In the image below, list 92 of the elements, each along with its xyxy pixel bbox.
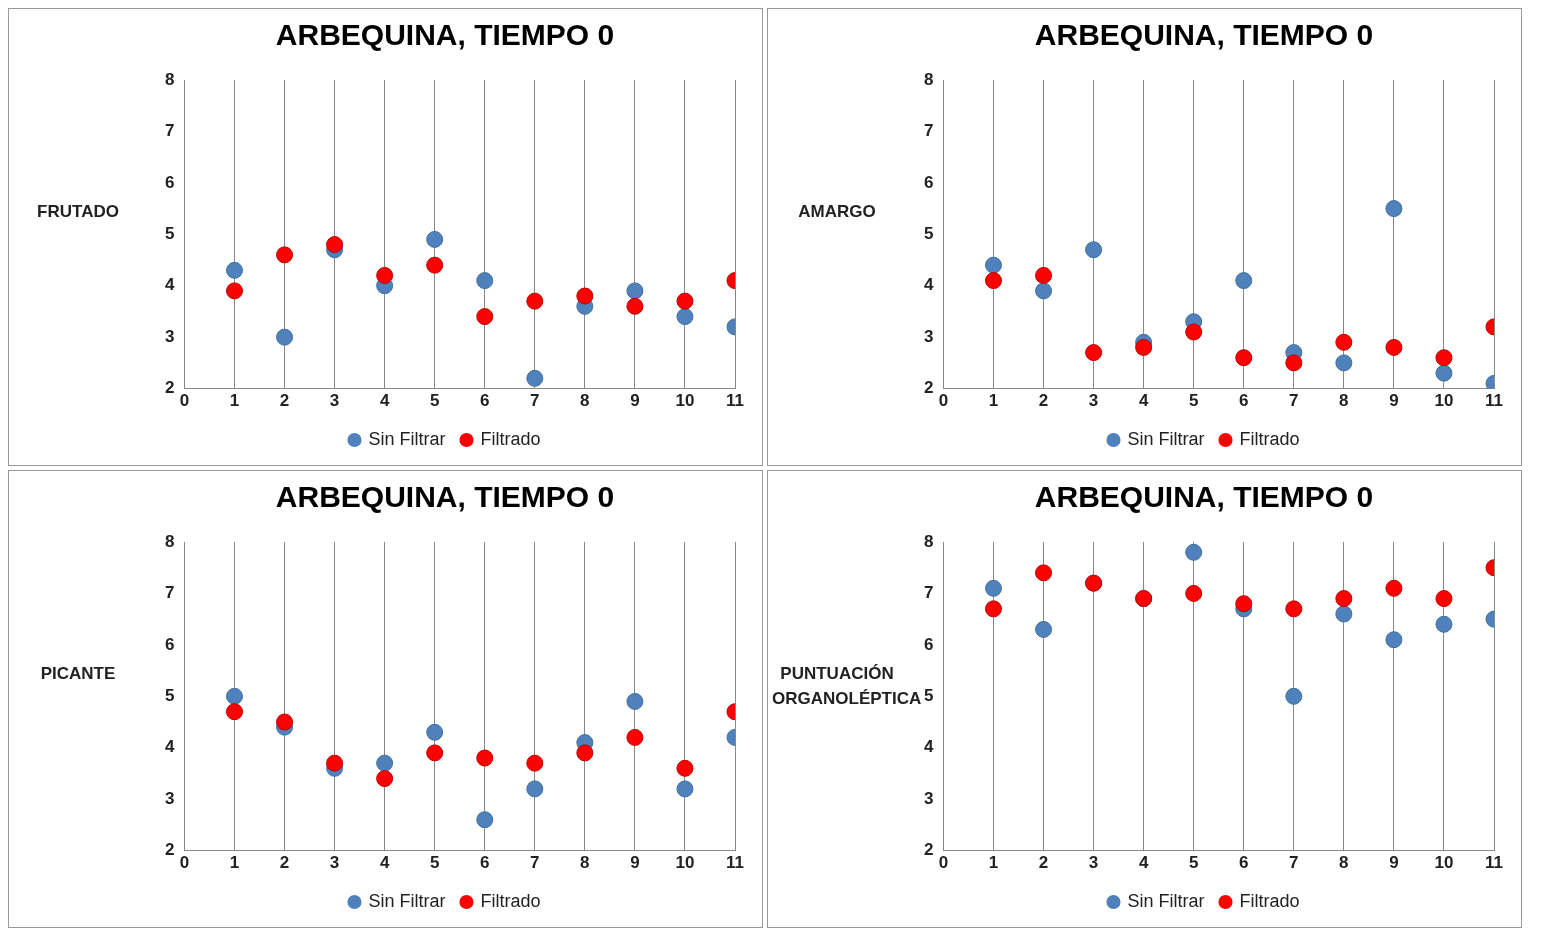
y-tick-label: 6 xyxy=(923,634,934,654)
x-tick-label: 3 xyxy=(329,391,340,411)
legend-label: Sin Filtrar xyxy=(368,890,446,911)
x-tick-label: 2 xyxy=(1038,853,1049,873)
x-tick-label: 0 xyxy=(938,853,949,873)
y-axis-title: AMARGO xyxy=(797,201,877,223)
x-tick-label: 7 xyxy=(530,391,540,411)
x-tick-label: 9 xyxy=(1389,391,1399,411)
y-tick-label: 7 xyxy=(164,121,175,141)
y-tick-label: 8 xyxy=(164,69,175,89)
x-tick-label: 0 xyxy=(179,853,190,873)
y-tick-label: 6 xyxy=(164,172,175,192)
y-tick-label: 2 xyxy=(923,840,934,860)
x-tick-label: 5 xyxy=(429,391,440,411)
x-tick-label: 6 xyxy=(1239,391,1249,411)
chart-title: ARBEQUINA, TIEMPO 0 xyxy=(1034,18,1374,52)
x-tick-label: 3 xyxy=(329,853,340,873)
y-tick-label: 4 xyxy=(164,737,175,757)
x-tick-label: 8 xyxy=(1339,391,1349,411)
x-tick-label: 9 xyxy=(630,853,640,873)
y-tick-label: 8 xyxy=(923,69,934,89)
x-tick-label: 8 xyxy=(580,391,590,411)
y-tick-label: 4 xyxy=(923,275,934,295)
y-tick-label: 8 xyxy=(164,531,175,551)
legend-label: Filtrado xyxy=(1239,428,1300,449)
x-tick-label: 2 xyxy=(1038,391,1049,411)
y-tick-label: 2 xyxy=(923,378,934,398)
x-tick-label: 5 xyxy=(1188,853,1199,873)
x-tick-label: 11 xyxy=(726,391,744,411)
legend-label: Filtrado xyxy=(480,428,541,449)
y-axis-title: PICANTE xyxy=(39,663,117,685)
y-tick-label: 3 xyxy=(164,326,175,346)
x-tick-label: 3 xyxy=(1088,853,1099,873)
x-tick-label: 11 xyxy=(1485,853,1503,873)
x-tick-label: 5 xyxy=(429,853,440,873)
x-tick-label: 7 xyxy=(530,853,540,873)
x-tick-label: 0 xyxy=(938,391,949,411)
y-tick-label: 7 xyxy=(923,583,934,603)
x-tick-label: 4 xyxy=(379,853,390,873)
x-tick-label: 9 xyxy=(1389,853,1399,873)
chart-title: ARBEQUINA, TIEMPO 0 xyxy=(275,18,615,52)
x-tick-label: 0 xyxy=(179,391,190,411)
x-tick-label: 4 xyxy=(1138,391,1149,411)
legend-label: Sin Filtrar xyxy=(368,428,446,449)
x-tick-label: 7 xyxy=(1289,853,1299,873)
x-tick-label: 4 xyxy=(379,391,390,411)
y-tick-label: 5 xyxy=(164,685,175,705)
x-tick-label: 1 xyxy=(229,853,240,873)
x-tick-label: 1 xyxy=(988,853,999,873)
x-tick-label: 10 xyxy=(675,853,695,873)
y-tick-label: 7 xyxy=(164,583,175,603)
x-tick-label: 6 xyxy=(480,391,490,411)
x-tick-label: 10 xyxy=(1434,853,1454,873)
y-axis-title: FRUTADO xyxy=(36,201,120,223)
x-tick-label: 10 xyxy=(675,391,695,411)
legend-label: Filtrado xyxy=(1239,890,1300,911)
legend-label: Filtrado xyxy=(480,890,541,911)
y-tick-label: 6 xyxy=(164,634,175,654)
y-tick-label: 8 xyxy=(923,531,934,551)
x-tick-label: 3 xyxy=(1088,391,1099,411)
legend-label: Sin Filtrar xyxy=(1127,428,1205,449)
x-tick-label: 4 xyxy=(1138,853,1149,873)
y-tick-label: 7 xyxy=(923,121,934,141)
y-tick-label: 3 xyxy=(164,788,175,808)
x-tick-label: 2 xyxy=(279,391,290,411)
chart-title: ARBEQUINA, TIEMPO 0 xyxy=(275,480,615,514)
x-tick-label: 1 xyxy=(229,391,240,411)
y-tick-label: 2 xyxy=(164,840,175,860)
x-tick-label: 6 xyxy=(480,853,490,873)
x-tick-label: 11 xyxy=(1485,391,1503,411)
x-tick-label: 2 xyxy=(279,853,290,873)
y-tick-label: 6 xyxy=(923,172,934,192)
legend-label: Sin Filtrar xyxy=(1127,890,1205,911)
x-tick-label: 8 xyxy=(1339,853,1349,873)
x-tick-label: 6 xyxy=(1239,853,1249,873)
x-tick-label: 7 xyxy=(1289,391,1299,411)
x-tick-label: 5 xyxy=(1188,391,1199,411)
y-tick-label: 3 xyxy=(923,326,934,346)
y-tick-label: 5 xyxy=(923,685,934,705)
y-tick-label: 4 xyxy=(164,275,175,295)
x-tick-label: 11 xyxy=(726,853,744,873)
y-axis-title: PUNTUACIÓN ORGANOLÉPTICA xyxy=(771,663,922,710)
y-tick-label: 3 xyxy=(923,788,934,808)
y-tick-label: 2 xyxy=(164,378,175,398)
x-tick-label: 1 xyxy=(988,391,999,411)
x-tick-label: 8 xyxy=(580,853,590,873)
y-tick-label: 5 xyxy=(923,223,934,243)
y-tick-label: 4 xyxy=(923,737,934,757)
x-tick-label: 10 xyxy=(1434,391,1454,411)
x-tick-label: 9 xyxy=(630,391,640,411)
chart-title: ARBEQUINA, TIEMPO 0 xyxy=(1034,480,1374,514)
y-tick-label: 5 xyxy=(164,223,175,243)
